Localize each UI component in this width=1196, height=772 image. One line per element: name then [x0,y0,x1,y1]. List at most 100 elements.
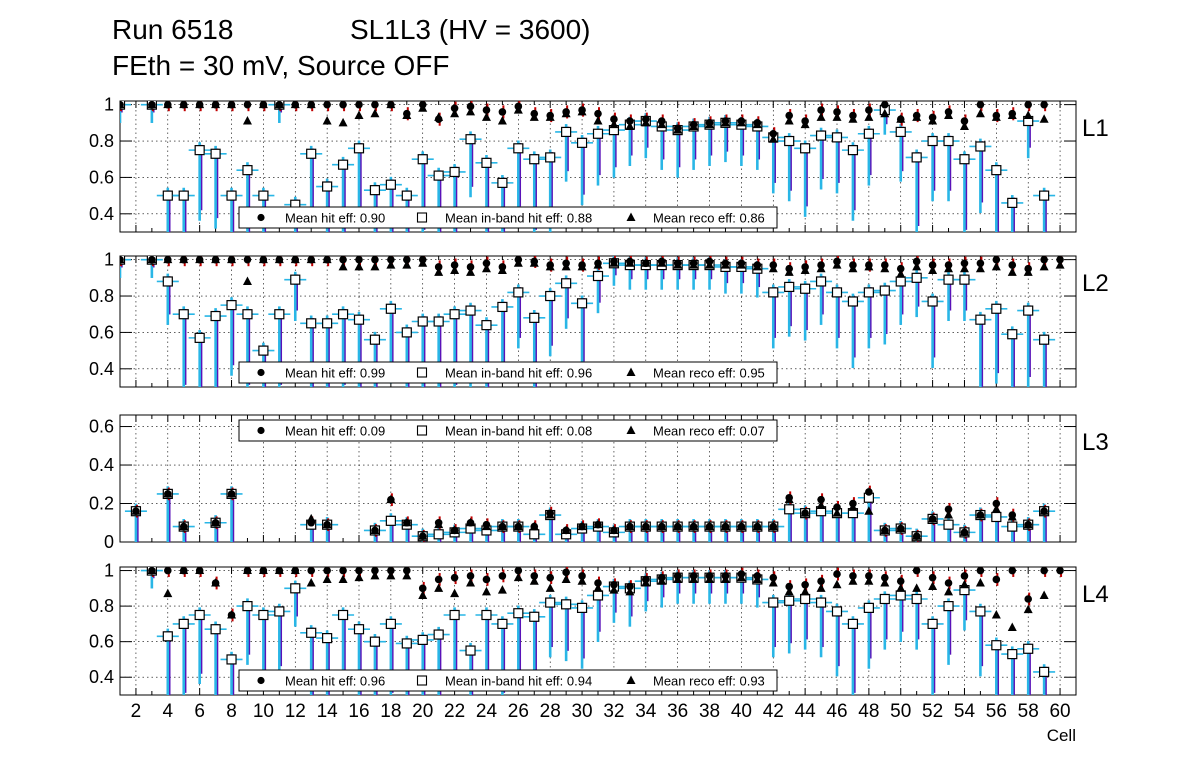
reco-eff-point [402,517,412,527]
inband-eff-point [481,609,492,621]
hit-eff-point [323,567,331,575]
reco-eff-point [258,567,268,575]
reco-eff-point [179,521,189,531]
legend-entry: Mean in-band hit eff: 0.88 [445,211,592,226]
hit-eff-point [1040,256,1048,264]
y-tick-label: 0.6 [89,632,114,652]
inband-eff-point [433,170,444,181]
reco-eff-point [1023,604,1033,614]
legend-box [238,419,778,442]
reco-eff-point [211,101,221,109]
reco-eff-point [450,108,460,118]
hit-eff-point [546,573,554,582]
inband-eff-point [1039,190,1050,201]
hit-eff-point [817,495,825,504]
reco-eff-point [768,134,778,143]
legend-hit-marker [257,213,265,222]
hit-eff-point [912,567,921,575]
inband-eff-point [879,285,890,296]
reco-eff-point [290,567,300,575]
x-tick-label: 40 [731,701,752,722]
inband-eff-point [863,128,874,139]
reco-eff-point [163,588,173,598]
hit-eff-point [307,567,315,575]
hit-eff-point [1024,595,1032,603]
y-tick-label: 0.4 [89,204,114,224]
legend-reco-marker [626,367,636,376]
x-tick-label: 60 [1049,701,1070,722]
reco-eff-point [673,521,683,531]
hit-eff-point [387,567,395,575]
reco-eff-point [386,570,396,580]
inband-eff-point [433,529,444,540]
hit-eff-point [976,567,985,575]
reco-eff-point [752,261,762,271]
reco-eff-point [625,586,635,596]
x-tick-label: 12 [285,701,306,722]
reco-eff-point [689,260,699,269]
hit-eff-point [466,263,475,271]
legend-entry: Mean reco eff: 0.95 [653,366,765,381]
reco-eff-point [513,572,523,582]
reco-eff-point [322,574,332,583]
inband-eff-point [353,314,365,325]
hit-eff-point [514,567,523,575]
x-tick-label: 24 [476,701,498,722]
legend-hit-marker [257,676,265,685]
reco-eff-point [274,101,284,109]
hit-eff-point [801,580,809,589]
reco-eff-point [306,101,316,109]
reco-eff-point [370,261,380,271]
reco-eff-point [959,527,969,536]
reco-eff-point [593,116,603,125]
inband-eff-point [401,327,412,338]
reco-eff-point [689,121,699,130]
panel-data [124,485,1056,542]
inband-eff-point [242,309,253,320]
reco-eff-point [466,517,476,527]
reco-eff-point [848,576,858,585]
reco-eff-point [322,519,332,529]
x-tick-label: 32 [603,701,624,722]
reco-eff-point [450,588,460,598]
reco-eff-point [386,494,396,504]
hit-eff-point [164,567,172,575]
inband-eff-point [337,159,349,170]
inband-eff-point [561,278,572,289]
reco-eff-point [848,263,858,273]
reco-eff-point [880,263,890,273]
hit-eff-point [371,101,379,109]
reco-eff-point [120,256,125,264]
hit-eff-point [339,256,347,264]
reco-eff-point [752,119,762,129]
hit-eff-point [355,567,363,575]
inband-eff-point [385,303,396,314]
inband-eff-point [449,166,460,178]
inband-eff-point [210,310,221,322]
reco-eff-point [975,578,985,587]
reco-eff-point [944,586,954,596]
inband-eff-point [927,135,938,147]
inband-eff-point [353,143,365,154]
reco-eff-point [306,578,316,587]
reco-eff-point [450,525,460,534]
inband-eff-point [831,287,843,298]
reco-eff-point [258,256,268,264]
hit-eff-point [339,101,347,109]
y-tick-label: 0.4 [89,359,114,379]
inband-eff-point [433,316,444,327]
reco-eff-point [147,101,157,109]
reco-eff-point [1023,519,1033,529]
legend-entry: Mean reco eff: 0.86 [653,211,765,226]
x-tick-label: 18 [380,701,401,722]
inband-eff-point [481,157,492,168]
reco-eff-point [848,114,858,123]
reco-eff-point [322,116,332,125]
hit-eff-point [1040,567,1048,575]
reco-eff-point [752,574,762,583]
inband-eff-point [991,303,1002,314]
reco-eff-point [896,269,906,278]
inband-eff-point [194,609,205,621]
reco-eff-point [625,521,635,531]
reco-eff-point [1007,110,1017,120]
